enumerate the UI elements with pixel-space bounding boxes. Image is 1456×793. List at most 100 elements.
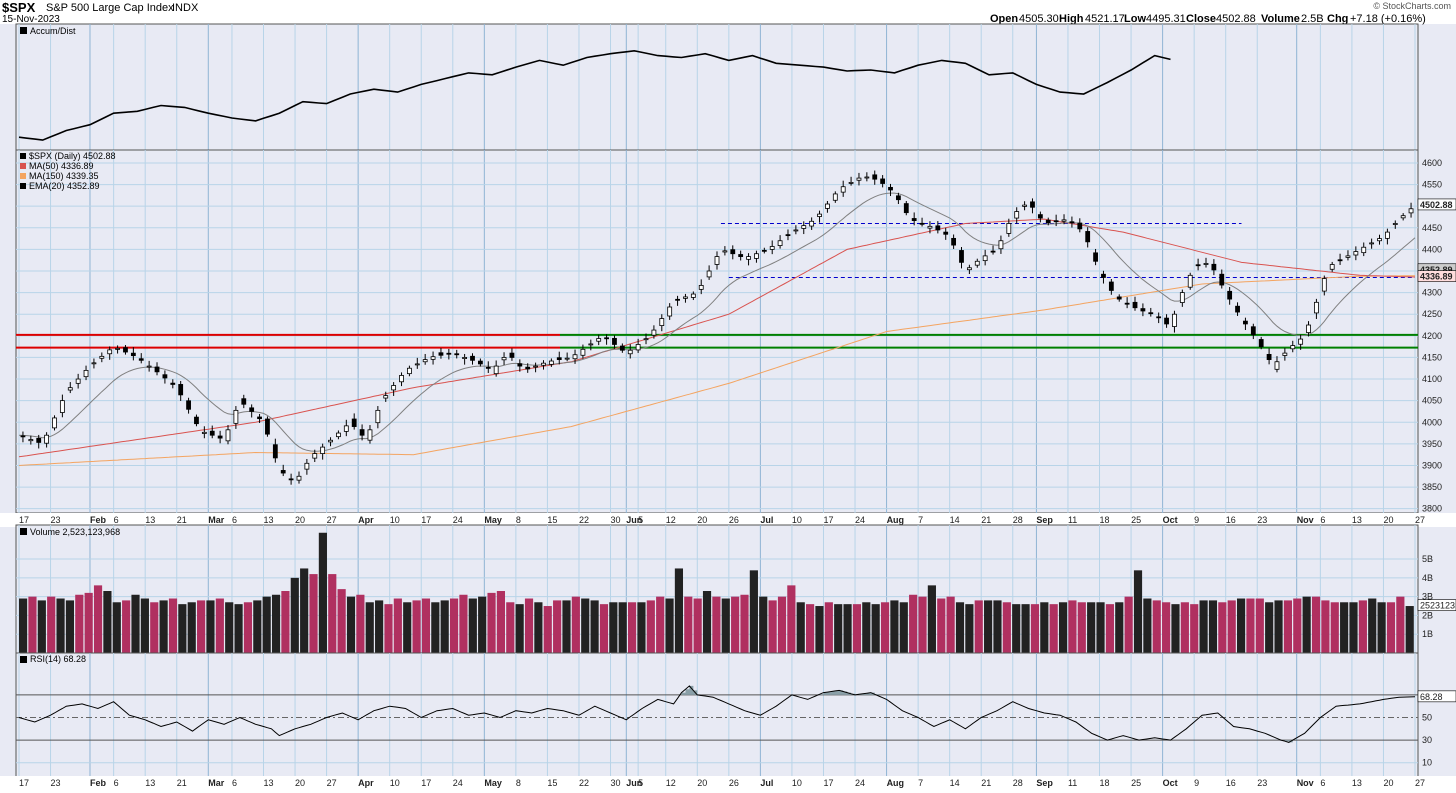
x-tick-label: Sep: [1036, 515, 1053, 525]
volume-bar: [1058, 602, 1068, 653]
candle-body: [888, 186, 893, 191]
vol-tick-label: 5B: [1422, 554, 1433, 564]
current-value-box: [1417, 198, 1456, 211]
candle-body: [675, 298, 680, 301]
volume-bar: [1218, 602, 1227, 653]
x-tick-label: 20: [697, 778, 707, 788]
x-tick-label: Aug: [887, 778, 905, 788]
price-tick-label: 4200: [1422, 331, 1442, 341]
candle-body: [1140, 308, 1146, 312]
candle-body: [485, 366, 491, 369]
volume-bar: [890, 600, 899, 653]
candle-body: [698, 285, 704, 290]
volume-bar: [478, 596, 487, 653]
candle-body: [525, 366, 531, 370]
volume-bar: [56, 598, 65, 653]
candle-body: [1187, 274, 1193, 288]
volume-bar: [571, 596, 580, 653]
volume-bar: [19, 598, 28, 653]
volume-bar: [880, 602, 890, 653]
candle-body: [280, 470, 286, 474]
candle-body: [1116, 296, 1122, 300]
candle-body: [1361, 246, 1367, 254]
x-tick-label: 8: [516, 515, 521, 525]
price-tick-label: 4000: [1422, 417, 1442, 427]
volume-bar: [431, 602, 440, 653]
x-tick-label: 17: [421, 778, 431, 788]
x-tick-label: 15: [547, 515, 557, 525]
volume-bar: [815, 606, 824, 653]
volume-bar: [1199, 600, 1208, 653]
candle-body: [1069, 221, 1075, 224]
candle-body: [123, 347, 128, 353]
volume-bar: [1349, 602, 1358, 653]
x-tick-label: Jul: [760, 515, 773, 525]
volume-bar: [1162, 602, 1171, 653]
candle-body: [20, 435, 26, 438]
candle-body: [233, 409, 239, 424]
x-tick-label: 30: [611, 778, 621, 788]
volume-bar: [168, 598, 178, 653]
candle-body: [825, 203, 830, 209]
x-tick-label: 5: [638, 778, 643, 788]
x-tick-label: 24: [453, 778, 463, 788]
volume-bar: [1293, 598, 1302, 653]
volume-bar: [627, 602, 637, 653]
price-tick-label: 3800: [1422, 504, 1442, 514]
candle-body: [288, 478, 294, 481]
volume-bar: [1396, 596, 1405, 653]
volume-bar: [656, 596, 665, 653]
volume-bar: [918, 596, 927, 653]
candle-body: [801, 225, 807, 229]
candle-body: [75, 378, 81, 384]
volume-bar: [777, 596, 787, 653]
volume-bar: [618, 602, 627, 653]
x-tick-label: 6: [1320, 515, 1325, 525]
candle-body: [28, 439, 34, 442]
candle-body: [1179, 292, 1185, 303]
volume-bar: [1143, 598, 1152, 653]
legend-entry: MA(150) 4339.35: [29, 171, 99, 181]
vol-tick-label: 2B: [1422, 610, 1433, 620]
volume-bar: [1274, 600, 1283, 653]
candle-body: [872, 174, 878, 180]
legend-swatch: [20, 173, 26, 179]
volume-bar: [300, 568, 309, 653]
volume-bar: [1171, 604, 1180, 653]
ad-label: Accum/Dist: [30, 26, 76, 36]
x-tick-label: 23: [1257, 778, 1267, 788]
candle-body: [943, 231, 949, 235]
price-tick-label: 3950: [1422, 439, 1442, 449]
candle-body: [596, 338, 602, 342]
candle-body: [407, 367, 412, 375]
x-tick-label: Mar: [208, 778, 225, 788]
current-value-label: 4502.88: [1420, 200, 1453, 210]
candle-body: [556, 357, 562, 360]
rsi-tick-label: 30: [1422, 735, 1432, 745]
candle-body: [1172, 313, 1177, 327]
price-tick-label: 3900: [1422, 460, 1442, 470]
candle-body: [422, 359, 428, 363]
volume-bar: [1190, 604, 1199, 653]
x-tick-label: 28: [1013, 778, 1023, 788]
x-axis-bg: [0, 776, 1456, 790]
candle-body: [911, 218, 917, 221]
rsi-label: RSI(14) 68.28: [30, 654, 86, 664]
candle-body: [580, 348, 586, 356]
candle-body: [690, 293, 696, 298]
candle-body: [501, 357, 507, 361]
volume-bar: [1105, 604, 1114, 653]
x-tick-label: 17: [421, 515, 431, 525]
volume-bar: [1311, 596, 1321, 653]
x-tick-label: 26: [729, 778, 739, 788]
candle-body: [1377, 238, 1382, 242]
vol-tick-label: 3B: [1422, 592, 1433, 602]
volume-bar: [768, 600, 777, 653]
candle-body: [509, 352, 515, 358]
candle-body: [1235, 305, 1240, 313]
candle-body: [320, 446, 326, 454]
candle-body: [44, 434, 50, 444]
candle-body: [194, 416, 199, 425]
low-value: 4495.31: [1146, 13, 1186, 25]
